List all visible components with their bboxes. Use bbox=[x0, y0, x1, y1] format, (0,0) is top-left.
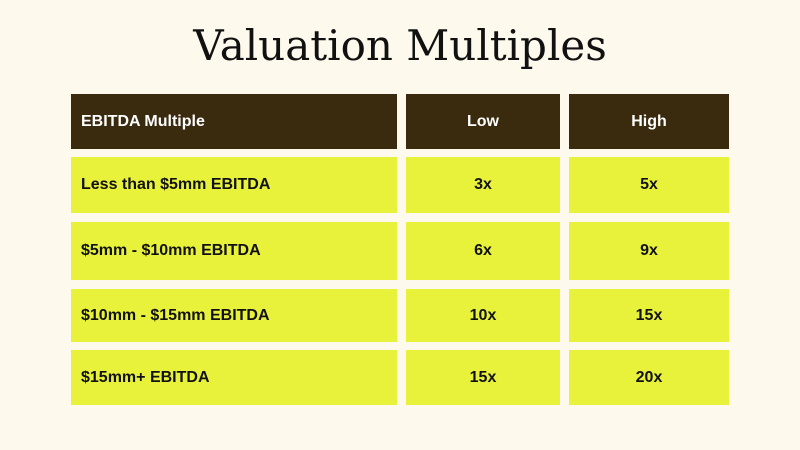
table-cell-high: 15x bbox=[569, 289, 729, 342]
table-cell-range: $15mm+ EBITDA bbox=[71, 350, 397, 405]
page-title: Valuation Multiples bbox=[193, 21, 607, 70]
header-cell-ebitda-multiple: EBITDA Multiple bbox=[71, 94, 397, 149]
table-header-row: EBITDA Multiple Low High bbox=[71, 94, 729, 149]
table-cell-low: 6x bbox=[406, 222, 560, 280]
header-cell-low: Low bbox=[406, 94, 560, 149]
table-cell-low: 3x bbox=[406, 157, 560, 213]
table-cell-high: 9x bbox=[569, 222, 729, 280]
table-cell-high: 5x bbox=[569, 157, 729, 213]
table-cell-range: $10mm - $15mm EBITDA bbox=[71, 289, 397, 342]
table-cell-low: 15x bbox=[406, 350, 560, 405]
table-row: Less than $5mm EBITDA 3x 5x bbox=[71, 157, 729, 213]
table-cell-high: 20x bbox=[569, 350, 729, 405]
header-cell-high: High bbox=[569, 94, 729, 149]
table-row: $10mm - $15mm EBITDA 10x 15x bbox=[71, 289, 729, 342]
table-cell-range: $5mm - $10mm EBITDA bbox=[71, 222, 397, 280]
table-cell-low: 10x bbox=[406, 289, 560, 342]
table-row: $15mm+ EBITDA 15x 20x bbox=[71, 350, 729, 405]
table-row: $5mm - $10mm EBITDA 6x 9x bbox=[71, 222, 729, 280]
table-cell-range: Less than $5mm EBITDA bbox=[71, 157, 397, 213]
